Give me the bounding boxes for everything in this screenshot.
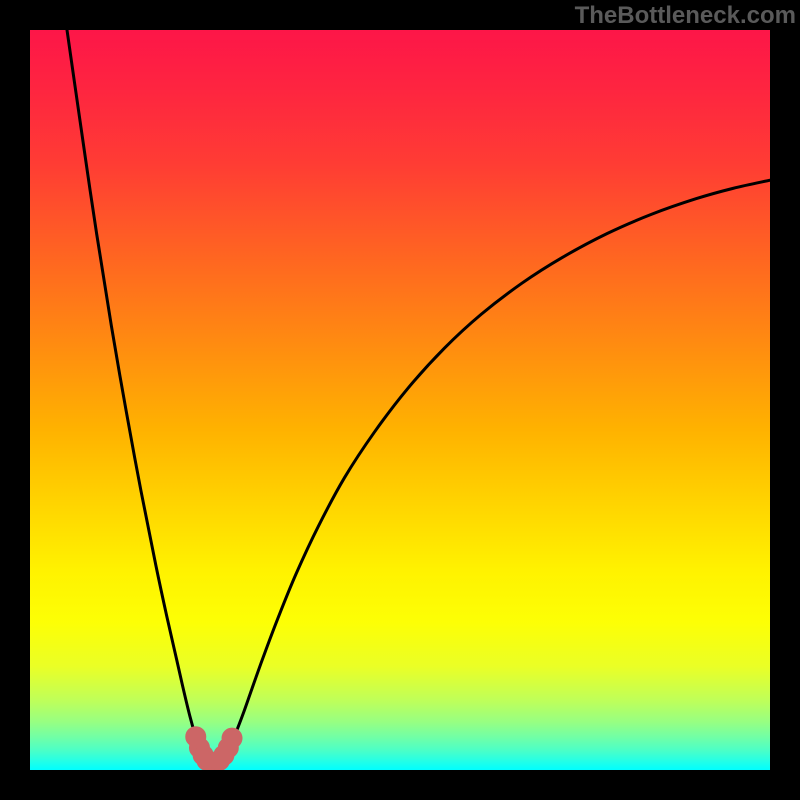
- optimal-marker: [214, 745, 234, 765]
- bottleneck-curve: [67, 30, 770, 764]
- figure-container: TheBottleneck.com: [0, 0, 800, 800]
- optimal-marker: [205, 753, 225, 770]
- curve-layer: [30, 30, 770, 770]
- optimal-marker: [209, 750, 229, 770]
- optimal-marker: [201, 753, 221, 770]
- optimal-marker: [186, 727, 206, 747]
- optimal-marker: [193, 745, 213, 765]
- marker-layer: [30, 30, 770, 770]
- optimal-marker: [218, 738, 238, 758]
- watermark-text: TheBottleneck.com: [575, 2, 796, 30]
- optimal-marker: [189, 738, 209, 758]
- optimal-marker: [197, 750, 217, 770]
- optimal-marker: [222, 728, 242, 748]
- plot-area: [30, 30, 770, 770]
